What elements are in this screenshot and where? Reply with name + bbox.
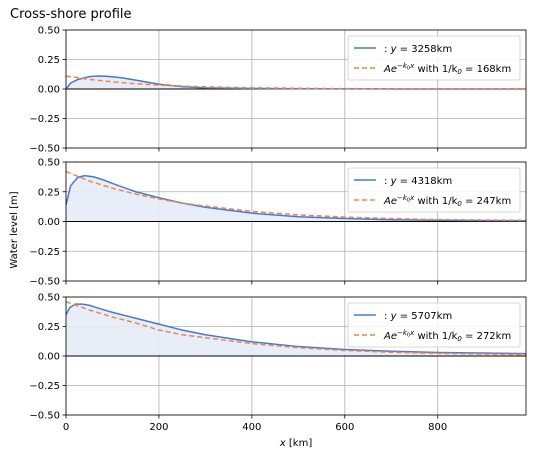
series-line-fit [65,301,527,356]
y-tick-label: 0.50 [38,158,60,169]
legend-label-model: : y = 3258km [384,44,452,55]
legend-label-fit: Ae−k0x with 1/k0 = 247km [383,194,511,208]
y-tick-label: −0.25 [29,114,60,125]
area-fill [66,304,526,356]
legend-label-fit: Ae−k0x with 1/k0 = 272km [383,329,511,343]
x-axis-label: x [km] [279,438,313,449]
y-tick-label: −0.50 [29,277,60,288]
legend-box [347,35,521,81]
y-tick-label: 0.00 [38,85,60,96]
y-axis-label: Water level [m] [9,191,20,268]
area-fill [66,175,526,222]
series-line-model [65,174,527,222]
panel-1: −0.50 −0.25 0.00 0.25 0.50 : y = 3258km Ae−k0x… [29,26,527,155]
y-tick-label: 0.00 [38,217,60,228]
figure-title: Cross-shore profile [10,7,132,22]
legend-label-model: : y = 4318km [384,176,452,187]
x-tick-label: 0 [63,422,69,433]
legend-box [347,302,521,348]
y-tick-label: −0.50 [29,411,60,422]
x-tick-label: 800 [428,422,447,433]
x-tick-label: 600 [335,422,354,433]
y-tick-label: 0.25 [38,322,60,333]
y-tick-label: 0.25 [38,55,60,66]
y-tick-label: −0.50 [29,144,60,155]
y-tick-label: −0.25 [29,247,60,258]
y-tick-label: 0.50 [38,26,60,37]
panel-2: −0.50 −0.25 0.00 0.25 0.50 : y = 4318km Ae−k0x… [29,158,527,288]
legend-label-model: : y = 5707km [384,311,452,322]
y-tick-label: 0.25 [38,187,60,198]
series-line-fit [65,170,527,222]
legend-label-fit: Ae−k0x with 1/k0 = 168km [383,62,511,76]
legend-box [347,167,521,213]
series-line-fit [65,75,527,90]
series-line-model [65,75,527,90]
x-tick-label: 200 [149,422,168,433]
y-tick-label: 0.00 [38,352,60,363]
y-tick-label: 0.50 [38,293,60,304]
x-tick-label: 400 [242,422,261,433]
series-line-model [65,303,527,355]
panel-3: −0.50 −0.25 0.00 0.25 0.50 0 200 400 600 800 : y =… [29,293,527,433]
y-tick-label: −0.25 [29,381,60,392]
